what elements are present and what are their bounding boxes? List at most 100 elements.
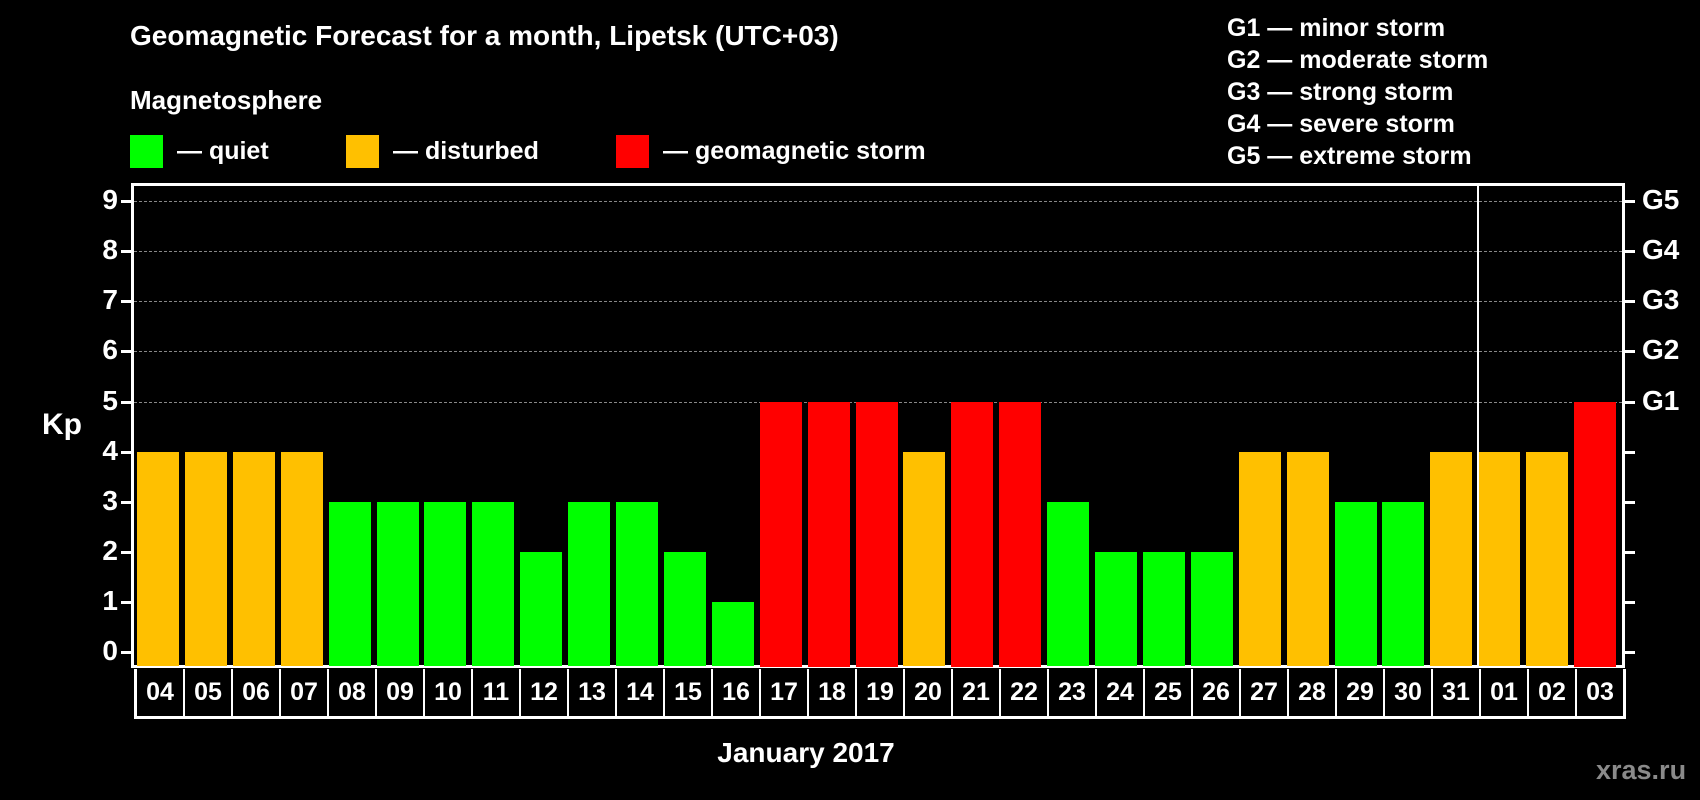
kp-bar-03: [1574, 402, 1616, 667]
y-axis-label: Kp: [42, 408, 82, 441]
kp-bar-12: [520, 552, 562, 666]
kp-bar-04: [137, 452, 179, 666]
y-tick-right: [1625, 501, 1635, 504]
date-label: 16: [711, 669, 759, 716]
date-label: 04: [146, 678, 174, 706]
month-separator: [1477, 183, 1479, 668]
kp-bar-08: [329, 502, 371, 666]
y-tick-right: [1625, 300, 1635, 303]
y-tick-right: [1625, 551, 1635, 554]
kp-bar-21: [951, 402, 993, 667]
y-tick-right: [1625, 651, 1635, 654]
y-tick-label: 2: [102, 535, 118, 566]
kp-bar-28: [1287, 452, 1329, 666]
y-tick-right: [1625, 401, 1635, 404]
date-label: 18: [807, 669, 855, 716]
date-label: 01: [1479, 669, 1527, 716]
date-label: 21: [951, 669, 999, 716]
y-tick-label: 3: [102, 485, 118, 516]
kp-bar-27: [1239, 452, 1281, 666]
kp-bar-19: [856, 402, 898, 667]
y-tick: [121, 601, 131, 604]
g1-legend: G1 — minor storm: [1227, 14, 1446, 42]
date-label: 22: [999, 669, 1047, 716]
kp-bar-05: [185, 452, 227, 666]
y-tick-label: 9: [102, 184, 118, 215]
kp-bar-15: [664, 552, 706, 666]
y-tick-label: 1: [102, 585, 118, 616]
date-label: 27: [1239, 669, 1287, 716]
disturbed-swatch-icon: [346, 134, 379, 168]
kp-bar-18: [808, 402, 850, 667]
watermark: xras.ru: [1596, 755, 1687, 785]
y-tick: [121, 401, 131, 404]
kp-bar-30: [1382, 502, 1424, 666]
date-label: 26: [1191, 669, 1239, 716]
date-label: 17: [759, 669, 807, 716]
date-label: 05: [183, 669, 231, 716]
kp-bar-25: [1143, 552, 1185, 666]
kp-bar-22: [999, 402, 1041, 667]
legend-quiet-label: — quiet: [177, 136, 269, 165]
y-tick-label: 8: [102, 234, 118, 265]
date-label: 20: [903, 669, 951, 716]
date-label: 03: [1575, 669, 1623, 716]
date-label: 11: [471, 669, 519, 716]
kp-bar-10: [424, 502, 466, 666]
y-tick-right: [1625, 250, 1635, 253]
kp-bar-24: [1095, 552, 1137, 666]
quiet-swatch-icon: [130, 134, 163, 168]
date-label: 02: [1527, 669, 1575, 716]
kp-bar-09: [377, 502, 419, 666]
g4-legend: G4 — severe storm: [1227, 110, 1455, 138]
y-tick-right: [1625, 200, 1635, 203]
g-scale-label: G4: [1642, 234, 1680, 265]
y-tick: [121, 200, 131, 203]
legend-storm: — geomagnetic storm: [616, 134, 926, 168]
date-label: 31: [1431, 669, 1479, 716]
g-scale-label: G5: [1642, 184, 1680, 215]
kp-bar-13: [568, 502, 610, 666]
y-tick-label: 4: [102, 435, 118, 466]
kp-bar-11: [472, 502, 514, 666]
kp-bar-06: [233, 452, 275, 666]
date-label: 12: [519, 669, 567, 716]
y-tick-label: 0: [102, 635, 118, 666]
kp-bar-23: [1047, 502, 1089, 666]
g2-legend: G2 — moderate storm: [1227, 46, 1489, 74]
date-label: 07: [279, 669, 327, 716]
legend-subtitle: Magnetosphere: [130, 85, 323, 115]
kp-bar-07: [281, 452, 323, 666]
y-tick: [121, 651, 131, 654]
y-tick: [121, 300, 131, 303]
g5-legend: G5 — extreme storm: [1227, 142, 1472, 170]
g-scale-label: G3: [1642, 284, 1680, 315]
date-label: 15: [663, 669, 711, 716]
legend-disturbed: — disturbed: [346, 134, 539, 168]
date-label: 25: [1143, 669, 1191, 716]
gridline: [134, 251, 1622, 252]
gridline: [134, 301, 1622, 302]
date-label: 06: [231, 669, 279, 716]
kp-bar-16: [712, 602, 754, 666]
y-tick-label: 5: [102, 385, 118, 416]
kp-bar-31: [1430, 452, 1472, 666]
y-tick-right: [1625, 601, 1635, 604]
legend-quiet: — quiet: [130, 134, 269, 168]
kp-bar-02: [1526, 452, 1568, 666]
date-label: 10: [423, 669, 471, 716]
date-labels: 04 05 06 07 08 09 10 11 12 13 14 15 16 17 18 19 20 21 22 23…: [134, 669, 1626, 719]
kp-bar-26: [1191, 552, 1233, 666]
y-tick-right: [1625, 451, 1635, 454]
kp-bar-17: [760, 402, 802, 667]
gridline: [134, 351, 1622, 352]
date-label: 19: [855, 669, 903, 716]
y-tick-right: [1625, 350, 1635, 353]
gridline: [134, 201, 1622, 202]
y-tick: [121, 451, 131, 454]
date-label: 08: [327, 669, 375, 716]
legend-disturbed-label: — disturbed: [393, 136, 539, 165]
kp-bar-01: [1478, 452, 1520, 666]
g-scale-legend: G1 — minor storm G2 — moderate storm G3 …: [1227, 12, 1488, 172]
y-tick-label: 6: [102, 334, 118, 365]
